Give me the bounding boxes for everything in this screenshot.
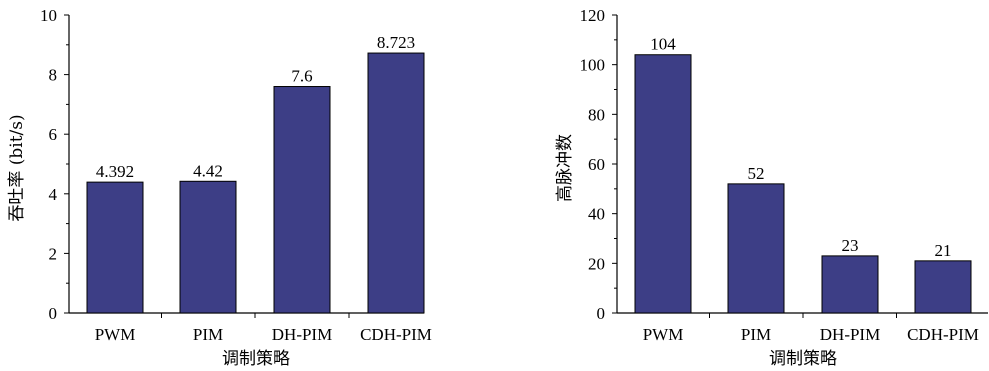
y-tick-label: 120 bbox=[580, 6, 606, 25]
bar bbox=[179, 180, 237, 314]
y-tick-label: 10 bbox=[40, 6, 57, 25]
bar-value-label: 8.723 bbox=[377, 33, 415, 52]
bar bbox=[727, 183, 785, 314]
x-axis-title: 调制策略 bbox=[769, 349, 837, 369]
y-tick-label: 100 bbox=[580, 56, 606, 75]
category-label: DH-PIM bbox=[272, 325, 332, 344]
y-tick-label: 80 bbox=[588, 105, 605, 124]
bar bbox=[367, 52, 425, 314]
bar bbox=[914, 260, 972, 314]
bar-value-label: 104 bbox=[650, 35, 676, 54]
bar-value-label: 52 bbox=[748, 164, 765, 183]
y-tick-label: 6 bbox=[49, 125, 58, 144]
y-tick-label: 40 bbox=[588, 205, 605, 224]
y-tick-label: 2 bbox=[49, 244, 58, 263]
y-axis-title: 高脉冲数 bbox=[555, 134, 575, 202]
bar bbox=[821, 255, 879, 314]
bar-value-label: 23 bbox=[842, 236, 859, 255]
category-label: PWM bbox=[643, 325, 684, 344]
y-tick-label: 8 bbox=[49, 66, 58, 85]
y-tick-label: 60 bbox=[588, 155, 605, 174]
bar-value-label: 21 bbox=[935, 241, 952, 260]
y-tick-label: 0 bbox=[597, 304, 606, 323]
y-tick-label: 0 bbox=[49, 304, 58, 323]
bar-value-label: 4.42 bbox=[193, 161, 223, 180]
y-tick-label: 20 bbox=[588, 254, 605, 273]
category-label: PIM bbox=[741, 325, 771, 344]
bar bbox=[273, 86, 331, 314]
category-label: PIM bbox=[193, 325, 223, 344]
category-label: PWM bbox=[95, 325, 136, 344]
bar bbox=[634, 54, 692, 314]
y-tick-label: 4 bbox=[49, 185, 58, 204]
category-label: CDH-PIM bbox=[907, 325, 979, 344]
bar bbox=[86, 181, 144, 314]
bar-value-label: 7.6 bbox=[291, 67, 312, 86]
category-label: DH-PIM bbox=[820, 325, 880, 344]
category-label: CDH-PIM bbox=[360, 325, 432, 344]
high-pulse-count-chart: 0 20 40 60 80 100 120 104 PWM 52 PIM 23 DH-PIM 21 CDH-… bbox=[555, 6, 988, 369]
throughput-chart: 0 2 4 6 8 10 4.392 PWM 4.42 PIM 7.6 DH-PIM 8.723 CDH-… bbox=[7, 6, 432, 369]
y-axis-title: 吞吐率 (bit/s) bbox=[7, 114, 27, 221]
x-axis-title: 调制策略 bbox=[222, 349, 290, 369]
bar-value-label: 4.392 bbox=[96, 162, 134, 181]
